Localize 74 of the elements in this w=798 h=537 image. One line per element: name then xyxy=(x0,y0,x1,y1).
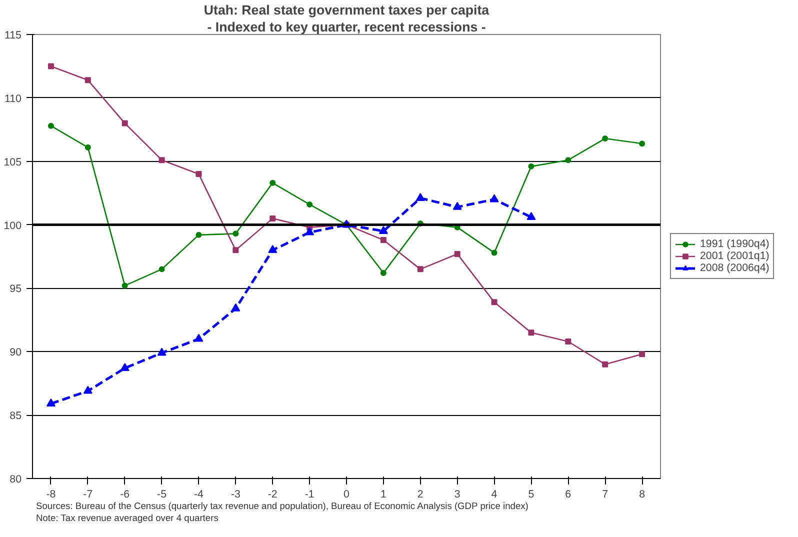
x-tick-label: 7 xyxy=(602,488,608,500)
point xyxy=(602,136,608,142)
point xyxy=(305,227,314,236)
point xyxy=(416,193,425,201)
x-tick-label: -6 xyxy=(120,488,130,500)
point xyxy=(565,157,572,164)
x-tick-label: 0 xyxy=(344,488,350,500)
x-tick-label: 5 xyxy=(528,488,534,500)
legend-label: 2001 (2001q1) xyxy=(700,250,770,262)
point xyxy=(194,334,204,342)
point xyxy=(232,247,239,254)
chart-subtitle: - Indexed to key quarter, recent recessions - xyxy=(207,20,486,34)
point xyxy=(491,250,498,256)
point xyxy=(454,250,460,257)
point xyxy=(120,363,130,371)
point xyxy=(122,282,128,289)
y-tick-label: 90 xyxy=(10,346,22,359)
legend-label: 1991 (1990q4) xyxy=(700,238,770,250)
point xyxy=(380,237,386,244)
x-tick-label: -4 xyxy=(194,488,204,500)
point xyxy=(491,299,498,306)
point xyxy=(528,163,534,170)
x-tick-label: -8 xyxy=(46,488,56,500)
point xyxy=(639,351,646,358)
x-tick-label: -2 xyxy=(268,488,278,500)
point xyxy=(48,63,54,70)
y-tick-label: 105 xyxy=(4,156,22,168)
point xyxy=(232,230,239,237)
point xyxy=(306,201,313,208)
x-tick-label: -1 xyxy=(304,488,314,500)
point xyxy=(83,386,92,394)
point xyxy=(268,245,278,253)
point xyxy=(48,122,54,129)
x-tick-label: 4 xyxy=(491,488,498,500)
point xyxy=(84,144,91,150)
y-tick-label: 95 xyxy=(10,283,22,296)
point xyxy=(196,171,202,178)
point xyxy=(452,202,462,210)
point xyxy=(417,266,424,272)
y-tick-label: 80 xyxy=(10,474,22,486)
x-tick-label: 6 xyxy=(565,488,572,500)
y-tick-label: 85 xyxy=(10,410,22,422)
point xyxy=(526,212,536,220)
point xyxy=(602,361,608,368)
point xyxy=(378,226,388,234)
x-tick-label: 2 xyxy=(417,488,424,500)
point xyxy=(270,180,276,186)
legend-label: 2008 (2006q4) xyxy=(700,262,770,274)
point xyxy=(380,270,386,276)
point xyxy=(490,194,499,202)
point xyxy=(157,348,166,356)
point xyxy=(528,330,534,336)
point xyxy=(158,157,165,164)
x-tick-label: -7 xyxy=(83,488,93,500)
source-note: Sources: Bureau of the Census (quarterly tax revenue and population), Bureau of Economic Analysis (GDP price index) xyxy=(36,500,528,512)
y-tick-label: 100 xyxy=(4,220,22,232)
point xyxy=(84,77,91,84)
point xyxy=(565,338,572,344)
x-tick-label: 1 xyxy=(380,488,386,500)
point xyxy=(196,232,202,238)
text: Note: Tax revenue averaged over 4 quarters xyxy=(36,512,218,524)
chart-title: Utah: Real state government taxes per capita xyxy=(204,2,490,18)
y-tick-label: 115 xyxy=(4,30,22,42)
x-tick-label: -5 xyxy=(157,488,167,500)
point xyxy=(46,398,56,406)
point xyxy=(270,215,276,222)
point xyxy=(122,120,128,126)
x-tick-label: 8 xyxy=(639,488,646,500)
x-tick-label: -3 xyxy=(230,488,240,500)
x-tick-label: 3 xyxy=(454,488,460,500)
point xyxy=(231,303,240,312)
point xyxy=(639,140,646,147)
y-tick-label: 110 xyxy=(4,92,22,105)
point xyxy=(158,266,165,272)
